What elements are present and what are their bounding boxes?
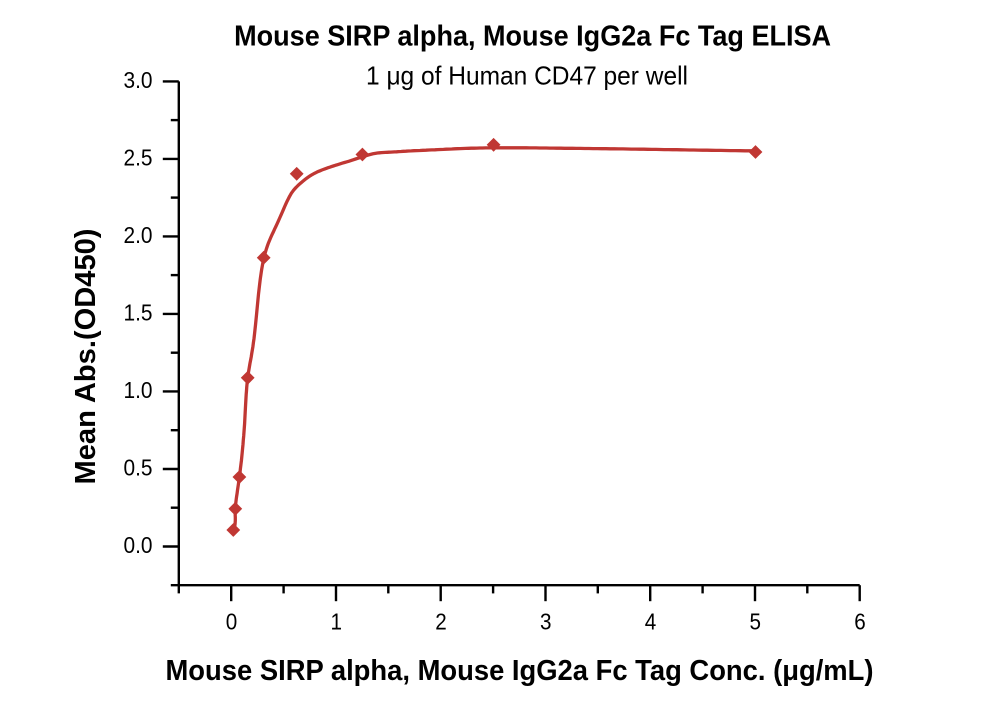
svg-text:2: 2 bbox=[435, 609, 447, 635]
svg-text:Mean Abs.(OD450): Mean Abs.(OD450) bbox=[70, 229, 102, 485]
svg-text:1.5: 1.5 bbox=[124, 300, 153, 326]
svg-text:1.0: 1.0 bbox=[124, 377, 153, 403]
svg-text:4: 4 bbox=[645, 609, 657, 635]
svg-text:1: 1 bbox=[330, 609, 342, 635]
svg-text:0: 0 bbox=[226, 609, 238, 635]
svg-text:1 μg of Human CD47 per well: 1 μg of Human CD47 per well bbox=[366, 61, 688, 91]
svg-text:6: 6 bbox=[854, 609, 866, 635]
svg-text:2.0: 2.0 bbox=[124, 222, 153, 248]
svg-text:5: 5 bbox=[749, 609, 761, 635]
svg-text:0.5: 0.5 bbox=[124, 455, 153, 481]
svg-text:3.0: 3.0 bbox=[124, 67, 153, 93]
svg-text:2.5: 2.5 bbox=[124, 145, 153, 171]
svg-text:3: 3 bbox=[540, 609, 552, 635]
svg-text:Mouse SIRP alpha, Mouse IgG2a: Mouse SIRP alpha, Mouse IgG2a Fc Tag Con… bbox=[166, 655, 874, 687]
svg-text:Mouse SIRP alpha, Mouse IgG2a: Mouse SIRP alpha, Mouse IgG2a Fc Tag ELI… bbox=[234, 20, 831, 52]
svg-text:0.0: 0.0 bbox=[124, 532, 153, 558]
